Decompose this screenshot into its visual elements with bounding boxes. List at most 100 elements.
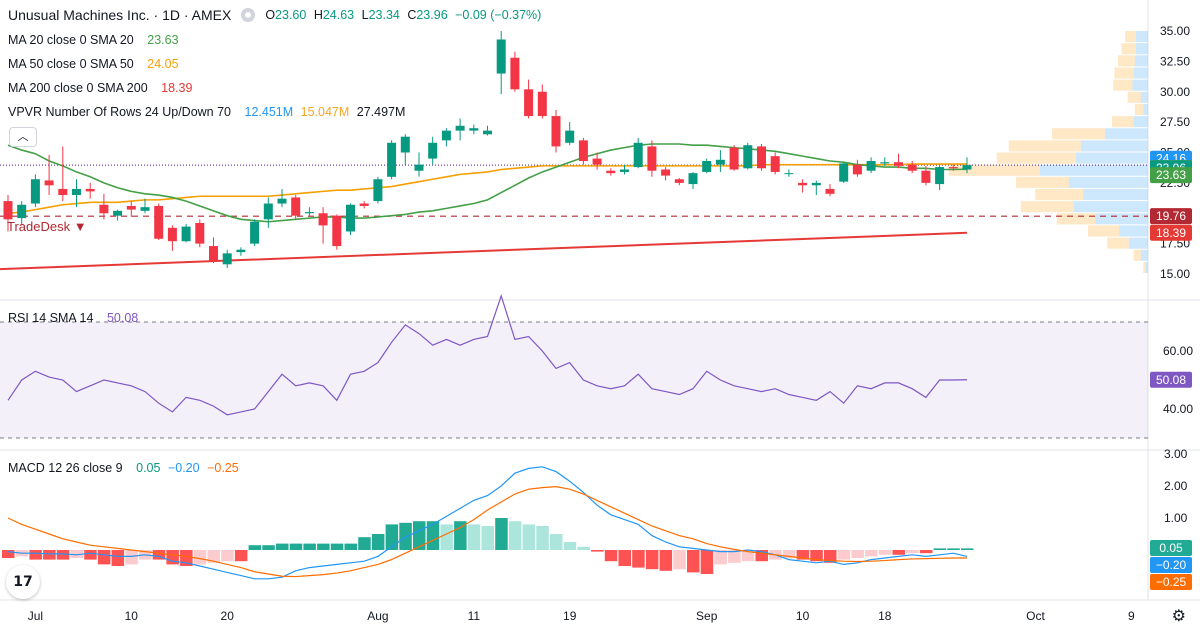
- vpvr-down-bar: [1035, 188, 1084, 201]
- candle-body: [866, 161, 876, 171]
- macd-histogram-bar: [70, 550, 83, 558]
- candle-body: [907, 164, 917, 171]
- candle-body: [3, 201, 13, 220]
- price-badge-label: 19.76: [1156, 209, 1186, 223]
- gear-icon[interactable]: ⚙: [1171, 608, 1186, 625]
- legend-rsi[interactable]: RSI 14 SMA 14 50.08: [8, 311, 142, 325]
- macd-histogram-bar: [563, 542, 577, 550]
- candle-body: [592, 158, 602, 165]
- candle-body: [496, 39, 506, 74]
- vpvr-down-bar: [1121, 43, 1136, 55]
- macd-histogram-bar: [687, 550, 700, 573]
- time-tick-label: 10: [796, 609, 810, 623]
- candle-body: [647, 146, 657, 171]
- candle-body: [441, 130, 451, 141]
- candle-body: [318, 213, 328, 226]
- vpvr-down-bar: [1127, 91, 1141, 103]
- vpvr-up-bar: [1132, 79, 1148, 91]
- ma50-label: MA 50 close 0 SMA 50: [8, 57, 134, 71]
- macd-histogram-bar: [193, 550, 207, 565]
- time-tick-label: 11: [468, 609, 481, 623]
- macd-histogram-bar: [248, 545, 262, 550]
- ma50-line: [7, 163, 967, 215]
- candle-body: [578, 140, 588, 162]
- rsi-tick-label: 60.00: [1163, 344, 1193, 358]
- macd-histogram-bar: [495, 518, 508, 550]
- vpvr-up-bar: [1076, 152, 1148, 164]
- legend-vpvr[interactable]: VPVR Number Of Rows 24 Up/Down 70 12.451…: [8, 105, 409, 119]
- candle-body: [743, 145, 753, 169]
- price-tick-label: 30.00: [1160, 85, 1190, 99]
- candle-body: [346, 204, 355, 232]
- ohlc-close: 23.96: [416, 8, 448, 22]
- legend-macd[interactable]: MACD 12 26 close 9 0.05 −0.20 −0.25: [8, 461, 243, 475]
- vpvr-up-bar: [1140, 91, 1148, 103]
- collapse-legend-button[interactable]: ︿: [9, 127, 37, 147]
- macd-histogram-bar: [371, 534, 385, 550]
- rsi-tick-label: 40.00: [1163, 402, 1193, 416]
- event-flag[interactable]: TradeDesk ▼: [7, 219, 87, 234]
- price-tick-label: 27.50: [1160, 115, 1190, 129]
- macd-badge-label: −0.20: [1156, 558, 1187, 572]
- macd-histogram-bar: [961, 548, 974, 550]
- macd-histogram-bar: [207, 550, 220, 563]
- candle-body: [332, 215, 342, 247]
- macd-histogram-bar: [262, 545, 275, 550]
- macd-histogram-bar: [317, 543, 330, 550]
- macd-tick-label: 2.00: [1164, 479, 1188, 493]
- price-badge: [1150, 208, 1192, 225]
- eye-icon[interactable]: [241, 8, 256, 22]
- candle-body: [715, 159, 725, 165]
- time-tick-label: Jul: [28, 609, 43, 623]
- candle-body: [222, 253, 232, 265]
- legend-ma200[interactable]: MA 200 close 0 SMA 200 18.39: [8, 81, 196, 95]
- candle-body: [58, 188, 68, 196]
- candle-body: [633, 142, 643, 168]
- macd-histogram-bar: [728, 550, 741, 563]
- vpvr-up-bar: [1040, 164, 1148, 176]
- vpvr-up-bar: [1145, 261, 1148, 273]
- vpvr-up-bar: [1133, 116, 1148, 128]
- macd-histogram-bar: [604, 550, 618, 562]
- vpvr-down-bar: [1088, 225, 1120, 237]
- candle-body: [181, 226, 191, 242]
- time-tick-label: Sep: [696, 609, 718, 623]
- macd-histogram-bar: [878, 550, 892, 555]
- candle-body: [291, 197, 301, 216]
- vpvr-down-bar: [1020, 201, 1074, 213]
- macd-histogram-bar: [221, 550, 234, 562]
- macd-histogram-bar: [344, 543, 357, 550]
- time-tick-label: 10: [125, 609, 139, 623]
- macd-histogram-bar: [919, 550, 933, 554]
- macd-histogram-bar: [892, 550, 905, 555]
- ma200-value: 18.39: [161, 81, 193, 95]
- vpvr-down-bar: [1113, 79, 1133, 91]
- candle-body: [113, 210, 123, 216]
- macd-histogram-bar: [385, 524, 399, 550]
- legend-ma20[interactable]: MA 20 close 0 SMA 20 23.63: [8, 33, 183, 47]
- rsi-badge-label: 50.08: [1156, 373, 1186, 387]
- macd-histogram-bar: [933, 548, 947, 550]
- macd-histogram-bar: [125, 550, 138, 565]
- candle-body: [524, 89, 534, 117]
- macd-badge: [1150, 557, 1192, 573]
- macd-badge: [1150, 574, 1192, 590]
- macd-histogram-bar: [714, 550, 727, 565]
- macd-badge: [1150, 540, 1192, 556]
- candle-body: [620, 169, 629, 172]
- macd-histogram-bar: [426, 521, 440, 550]
- vpvr-down-bar: [1118, 55, 1135, 67]
- vpvr-up-bar: [1140, 249, 1148, 261]
- candle-body: [99, 204, 109, 214]
- vpvr-up-bar: [1104, 128, 1148, 140]
- macd-histogram-bar: [865, 550, 878, 557]
- macd-badge-label: 0.05: [1159, 541, 1183, 555]
- macd-histogram-bar: [481, 526, 494, 550]
- tradingview-logo[interactable]: 17: [6, 565, 40, 599]
- rsi-badge: [1150, 371, 1192, 388]
- rsi-label: RSI 14 SMA 14: [8, 311, 94, 325]
- macd-histogram-bar: [467, 524, 481, 550]
- macd-histogram-bar: [413, 521, 426, 550]
- legend-ma50[interactable]: MA 50 close 0 SMA 50 24.05: [8, 57, 183, 71]
